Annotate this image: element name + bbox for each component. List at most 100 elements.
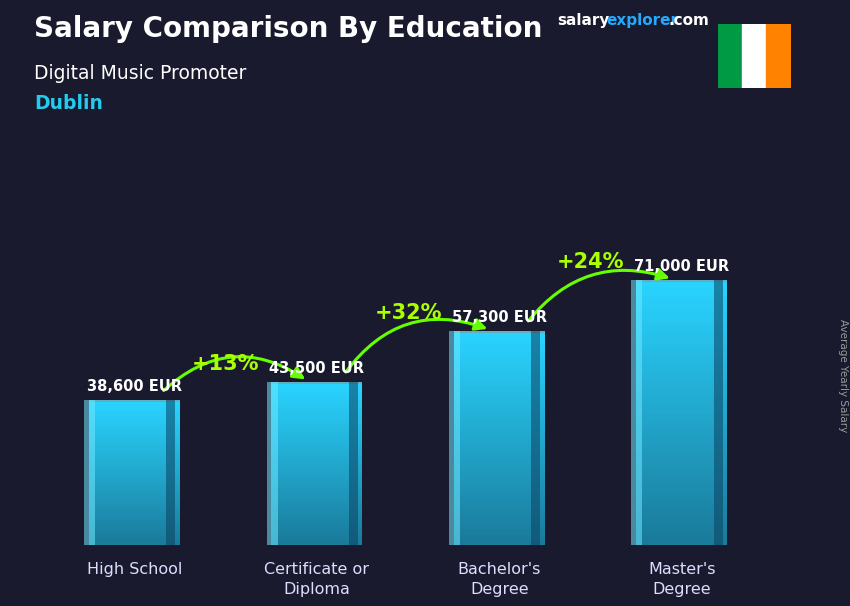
Bar	[88, 542, 180, 544]
Bar	[454, 351, 545, 355]
Text: Dublin: Dublin	[34, 94, 103, 113]
Bar	[88, 506, 180, 508]
Bar	[88, 492, 180, 493]
Bar	[271, 447, 362, 448]
Text: +24%: +24%	[557, 252, 624, 272]
Bar	[454, 445, 545, 447]
Bar	[271, 422, 362, 425]
Bar	[88, 493, 180, 495]
Bar	[88, 502, 180, 504]
Bar	[271, 445, 362, 447]
Bar	[636, 463, 728, 467]
Bar	[454, 442, 545, 445]
Bar	[454, 479, 545, 482]
Bar	[636, 309, 728, 312]
Bar	[454, 339, 545, 341]
Bar	[271, 398, 362, 401]
Bar	[271, 529, 362, 531]
Bar	[636, 513, 728, 516]
Bar	[271, 388, 362, 390]
Text: Average Yearly Salary: Average Yearly Salary	[838, 319, 848, 432]
Bar	[636, 470, 728, 473]
Bar	[636, 421, 728, 424]
Bar	[636, 427, 728, 430]
Bar	[636, 398, 728, 401]
Bar	[88, 511, 180, 513]
Bar	[88, 529, 180, 531]
Bar	[88, 438, 180, 440]
Bar	[454, 373, 545, 376]
Bar	[271, 402, 362, 404]
Bar	[88, 544, 180, 545]
Bar	[88, 453, 180, 454]
Bar	[88, 531, 180, 533]
Bar	[636, 368, 728, 371]
Bar	[636, 328, 728, 331]
Bar	[454, 453, 545, 455]
Bar	[88, 499, 180, 501]
Bar	[454, 416, 545, 418]
Bar	[636, 424, 728, 427]
Bar	[88, 510, 180, 511]
Bar	[454, 391, 545, 395]
Bar	[88, 459, 180, 461]
Bar	[636, 519, 728, 522]
Bar	[636, 280, 728, 282]
Bar	[454, 461, 545, 463]
Bar	[636, 299, 728, 302]
Bar	[271, 421, 362, 422]
Bar	[454, 365, 545, 368]
Bar	[636, 331, 728, 335]
Text: .com: .com	[668, 13, 709, 28]
Bar	[454, 524, 545, 527]
Bar	[88, 478, 180, 479]
Bar	[167, 400, 175, 545]
Bar	[271, 404, 362, 407]
Bar	[636, 411, 728, 414]
Bar	[88, 515, 180, 517]
Bar	[88, 400, 180, 402]
Bar	[271, 515, 362, 517]
Bar	[636, 430, 728, 434]
Bar	[454, 439, 545, 442]
Bar	[271, 408, 362, 410]
Bar	[88, 440, 180, 442]
Bar	[88, 402, 180, 404]
Bar	[636, 388, 728, 391]
Bar	[454, 397, 545, 399]
Bar	[454, 421, 545, 424]
Bar	[88, 540, 180, 542]
Bar	[636, 502, 728, 506]
Bar	[88, 521, 180, 522]
Bar	[88, 456, 180, 458]
Bar	[454, 447, 545, 450]
Bar	[454, 513, 545, 516]
Bar	[767, 24, 791, 88]
Bar	[88, 404, 180, 406]
Bar	[88, 463, 180, 465]
Bar	[636, 529, 728, 532]
Bar	[454, 505, 545, 508]
Bar	[636, 319, 728, 322]
Bar	[88, 476, 180, 478]
Bar	[454, 386, 545, 389]
Bar	[636, 325, 728, 328]
Bar	[636, 437, 728, 440]
Bar	[454, 450, 545, 453]
Bar	[88, 522, 180, 524]
Bar	[454, 434, 545, 437]
Bar	[454, 336, 545, 339]
Bar	[636, 417, 728, 421]
Bar	[454, 424, 545, 426]
Bar	[454, 384, 545, 386]
Bar	[454, 410, 545, 413]
Bar	[88, 528, 180, 529]
Bar	[271, 427, 362, 428]
Bar	[454, 468, 545, 471]
Bar	[636, 539, 728, 542]
Bar	[636, 348, 728, 351]
Bar	[271, 509, 362, 511]
Bar	[454, 402, 545, 405]
Bar	[88, 436, 180, 438]
Bar	[271, 416, 362, 419]
